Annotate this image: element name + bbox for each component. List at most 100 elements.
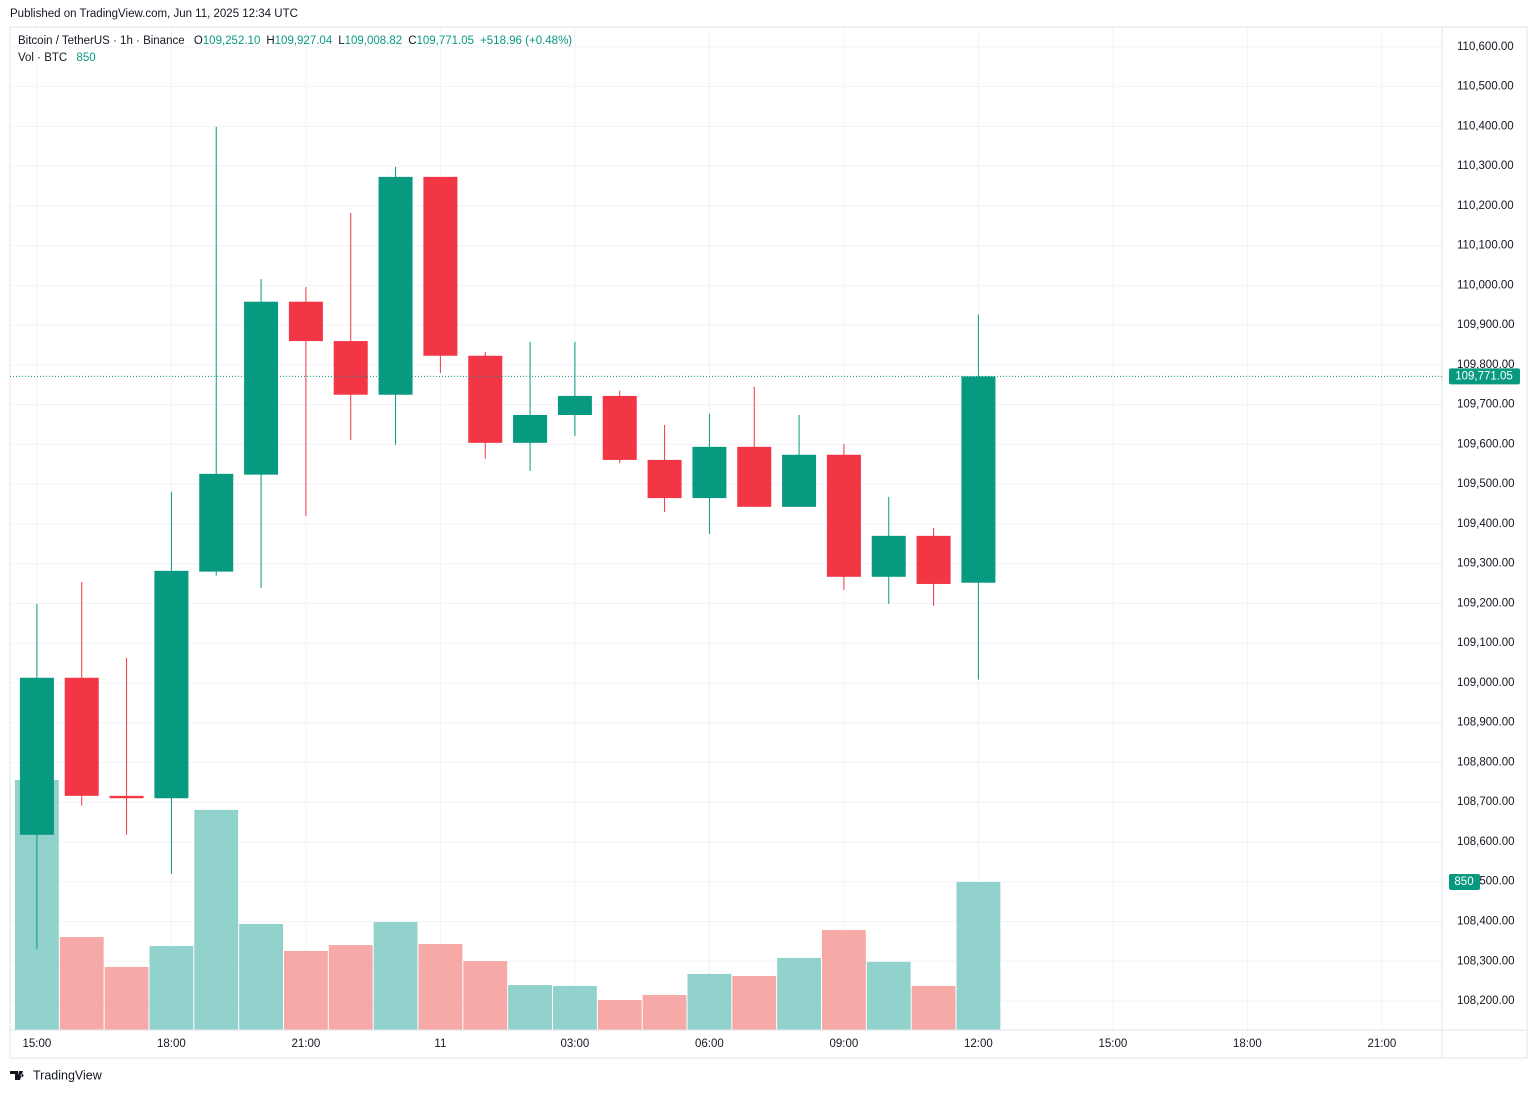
candle-body	[826, 454, 861, 577]
ohlc-label: O	[194, 35, 203, 47]
volume-pane	[14, 779, 1001, 1030]
candle-body	[288, 301, 323, 342]
ohlc-label: C	[408, 35, 416, 47]
ohlc-value: 109,252.10	[203, 35, 261, 47]
volume-bar	[866, 961, 911, 1030]
footer-brand: TradingView	[33, 1068, 103, 1082]
candle-body	[513, 415, 548, 443]
chart-frame	[9, 26, 1528, 1059]
candle-body	[199, 473, 234, 572]
x-tick-label: 09:00	[830, 1038, 859, 1050]
y-tick-label: 108,400.00	[1457, 916, 1515, 928]
x-tick-label: 03:00	[561, 1038, 590, 1050]
x-tick-label: 06:00	[695, 1038, 724, 1050]
candle-body	[692, 446, 727, 499]
y-tick-label: 109,000.00	[1457, 677, 1515, 689]
symbol-title: Bitcoin / TetherUS · 1h · Binance	[18, 35, 185, 47]
candle-body	[109, 795, 144, 799]
x-tick-label: 21:00	[1368, 1038, 1397, 1050]
ohlc-value: 109,771.05	[417, 35, 475, 47]
volume-bar	[463, 961, 508, 1030]
volume-bar	[59, 937, 104, 1030]
candle-body	[333, 341, 368, 395]
y-tick-label: 109,100.00	[1457, 637, 1515, 649]
ohlc-value: 109,008.82	[345, 35, 403, 47]
volume-title: Vol · BTC	[18, 52, 67, 64]
y-tick-label: 110,600.00	[1457, 41, 1514, 53]
candle-body	[647, 459, 682, 499]
candle-body	[782, 454, 817, 507]
x-tick-label: 11	[434, 1038, 446, 1050]
ohlc-label: L	[338, 35, 345, 47]
volume-bar	[552, 985, 597, 1030]
x-tick-label: 12:00	[964, 1038, 993, 1050]
y-tick-label: 109,800.00	[1457, 359, 1515, 371]
y-tick-label: 108,800.00	[1457, 756, 1515, 768]
candle-body	[154, 570, 189, 799]
volume-bar	[732, 976, 777, 1030]
y-tick-label: 110,300.00	[1457, 160, 1514, 172]
y-tick-label: 109,300.00	[1457, 558, 1515, 570]
candle-body	[557, 395, 592, 416]
y-tick-label: 109,500.00	[1457, 478, 1515, 490]
volume-bar	[777, 957, 821, 1030]
candle-body	[423, 176, 458, 356]
candle-body	[737, 446, 772, 507]
y-tick-label: 109,400.00	[1457, 518, 1515, 530]
y-tick-label: 108,200.00	[1457, 995, 1515, 1007]
candle-body	[871, 535, 906, 577]
candle-body	[961, 376, 996, 583]
volume-bar	[821, 930, 866, 1030]
volume-bar	[239, 923, 283, 1030]
volume-bar	[956, 881, 1001, 1030]
volume-bar	[911, 985, 956, 1030]
candle-body	[64, 677, 99, 796]
y-tick-label: 109,900.00	[1457, 319, 1515, 331]
volume-bar	[687, 973, 732, 1030]
x-tick-label: 18:00	[157, 1038, 186, 1050]
volume-bar	[373, 922, 418, 1030]
volume-bar	[104, 966, 149, 1030]
legend: Bitcoin / TetherUS · 1h · Binance O109,2…	[18, 35, 572, 47]
candle-body	[378, 176, 413, 395]
y-tick-label: 109,700.00	[1457, 399, 1515, 411]
last-volume-label: 850	[1454, 876, 1473, 888]
volume-legend: Vol · BTC 850	[18, 52, 96, 64]
candles	[19, 126, 996, 949]
change: +518.96 (+0.48%)	[480, 35, 572, 47]
volume-bar	[418, 943, 463, 1030]
candle-body	[916, 535, 951, 584]
ohlc-label: H	[266, 35, 274, 47]
volume-bar	[283, 950, 328, 1030]
y-tick-label: 108,600.00	[1457, 836, 1515, 848]
y-tick-label: 109,200.00	[1457, 597, 1515, 609]
ohlc-value: 109,927.04	[275, 35, 333, 47]
y-tick-label: 108,900.00	[1457, 717, 1515, 729]
volume-bar	[508, 985, 552, 1030]
last-volume-tag	[1449, 873, 1480, 890]
x-tick-label: 18:00	[1233, 1038, 1262, 1050]
y-tick-label: 108,700.00	[1457, 796, 1515, 808]
volume-bar	[597, 1000, 642, 1030]
y-tick-label: 110,200.00	[1457, 200, 1514, 212]
volume-bar	[149, 946, 194, 1030]
y-tick-label: 109,600.00	[1457, 438, 1515, 450]
y-tick-label: 110,400.00	[1457, 120, 1514, 132]
y-tick-label: 110,000.00	[1457, 279, 1514, 291]
axes: 108,200.00108,300.00108,400.00108,500.00…	[10, 27, 1527, 1058]
x-tick-label: 21:00	[292, 1038, 321, 1050]
candle-body	[602, 395, 637, 460]
candle-body	[244, 301, 279, 475]
candle-body	[19, 677, 54, 835]
x-tick-label: 15:00	[23, 1038, 52, 1050]
y-tick-label: 110,500.00	[1457, 81, 1514, 93]
y-tick-label: 110,100.00	[1457, 240, 1514, 252]
last-price-tag	[1449, 368, 1520, 385]
volume-bar	[194, 809, 239, 1030]
logo	[10, 1071, 24, 1080]
volume-bar	[328, 945, 373, 1030]
candle-body	[468, 355, 503, 443]
volume-value: 850	[76, 52, 95, 64]
